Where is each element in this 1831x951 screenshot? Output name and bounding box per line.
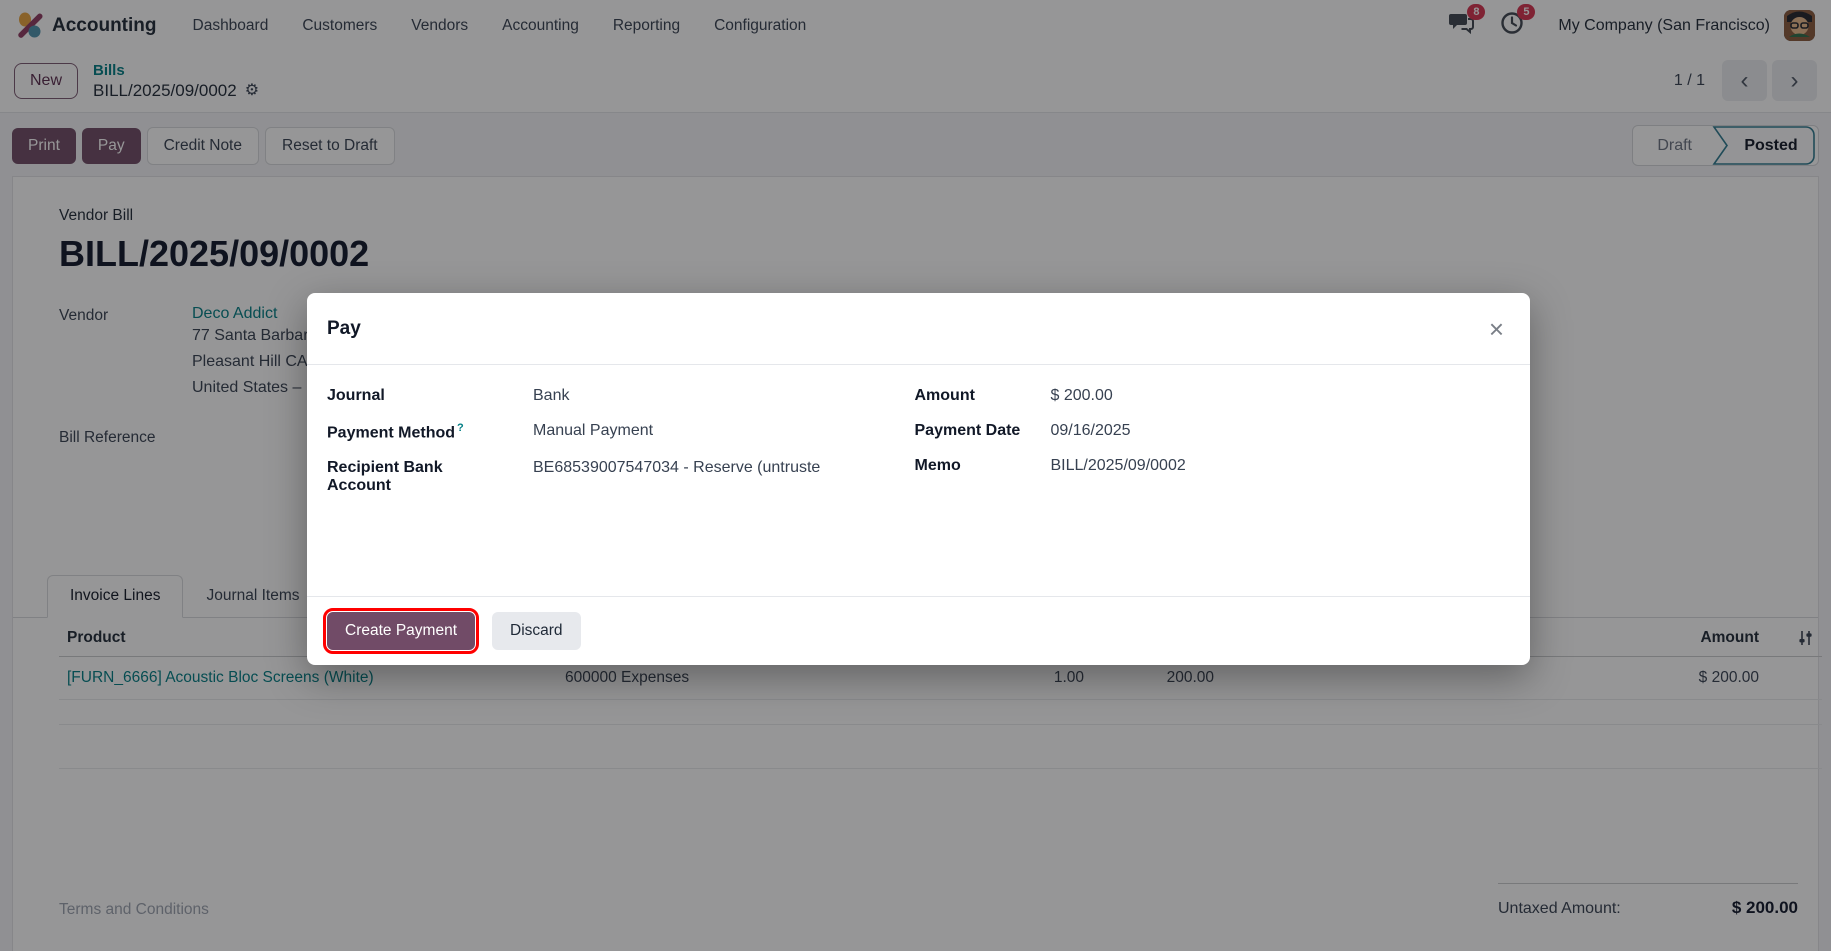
app-name: Accounting — [52, 14, 157, 36]
terms-and-conditions-placeholder[interactable]: Terms and Conditions — [59, 901, 209, 918]
payment-method-input[interactable]: Manual Payment — [533, 422, 654, 439]
breadcrumb: Bills BILL/2025/09/0002 ⚙ — [93, 61, 259, 101]
print-button[interactable]: Print — [12, 127, 76, 164]
journal-field: Journal Bank — [327, 387, 915, 405]
pay-dialog-header: Pay × — [307, 293, 1530, 365]
top-nav: Accounting Dashboard Customers Vendors A… — [0, 0, 1831, 51]
messages-button[interactable]: 8 — [1448, 4, 1486, 40]
pager-next-button[interactable]: › — [1772, 60, 1817, 101]
document-type-label: Vendor Bill — [59, 207, 134, 224]
vendor-address-line2: Pleasant Hill CA — [192, 353, 308, 370]
payment-date-input[interactable]: 09/16/2025 — [1050, 422, 1131, 439]
vendor-field: Vendor Deco Addict 77 Santa Barbar Pleas… — [59, 305, 1818, 401]
tab-journal-items[interactable]: Journal Items — [206, 587, 300, 604]
breadcrumb-current: BILL/2025/09/0002 — [93, 80, 237, 100]
payment-method-label: Payment Method — [327, 424, 456, 442]
empty-line — [59, 699, 1822, 725]
discard-button[interactable]: Discard — [492, 612, 581, 650]
help-icon[interactable]: ? — [457, 422, 464, 434]
messages-badge: 8 — [1467, 4, 1486, 20]
action-row: Print Pay Credit Note Reset to Draft Dra… — [0, 113, 1831, 176]
record-pager: 1 / 1 ‹ › — [1674, 60, 1817, 101]
odoo-accounting-logo — [18, 12, 43, 38]
amount-label: Amount — [914, 387, 975, 404]
close-icon[interactable]: × — [1488, 313, 1504, 344]
bill-reference-field: Bill Reference — [59, 427, 1818, 447]
pay-dialog-title: Pay — [327, 317, 361, 339]
nav-reporting[interactable]: Reporting — [612, 16, 681, 34]
pager-prev-button[interactable]: ‹ — [1722, 60, 1767, 101]
nav-dashboard[interactable]: Dashboard — [192, 16, 269, 34]
status-posted-label: Posted — [1744, 136, 1798, 154]
payment-date-field: Payment Date 09/16/2025 — [915, 422, 1503, 440]
memo-label: Memo — [914, 457, 961, 474]
product-link[interactable]: [FURN_6666] Acoustic Bloc Screens (White… — [67, 669, 374, 686]
new-button[interactable]: New — [14, 62, 79, 99]
memo-field: Memo BILL/2025/09/0002 — [915, 457, 1503, 475]
vendor-address-line1: 77 Santa Barbar — [192, 327, 309, 344]
nav-accounting[interactable]: Accounting — [502, 16, 579, 34]
activities-badge: 5 — [1517, 4, 1536, 20]
column-options-icon[interactable] — [1797, 630, 1814, 646]
payment-method-field: Payment Method? Manual Payment — [327, 422, 915, 442]
pay-button[interactable]: Pay — [81, 127, 141, 164]
status-posted[interactable]: Posted — [1712, 125, 1818, 166]
activities-button[interactable]: 5 — [1500, 4, 1536, 40]
company-switcher[interactable]: My Company (San Francisco) — [1558, 16, 1770, 34]
memo-input[interactable]: BILL/2025/09/0002 — [1050, 457, 1186, 474]
control-panel: New Bills BILL/2025/09/0002 ⚙ 1 / 1 ‹ › — [0, 51, 1831, 113]
cell-amount[interactable]: $ 200.00 — [1662, 656, 1767, 700]
journal-label: Journal — [327, 387, 385, 404]
untaxed-amount-value: $ 200.00 — [1731, 898, 1798, 917]
bill-number-title: BILL/2025/09/0002 — [59, 233, 370, 274]
amount-field: Amount $ 200.00 — [915, 387, 1503, 405]
recipient-bank-account-label: Recipient Bank Account — [327, 459, 443, 495]
untaxed-amount-label: Untaxed Amount: — [1498, 900, 1621, 917]
bill-reference-label: Bill Reference — [59, 429, 156, 446]
journal-input[interactable]: Bank — [533, 387, 570, 404]
credit-note-button[interactable]: Credit Note — [146, 126, 259, 165]
pay-dialog-footer: Create Payment Discard — [307, 596, 1530, 665]
totals-block: Untaxed Amount: $ 200.00 — [1498, 883, 1798, 918]
status-widget: Draft Posted — [1632, 125, 1819, 166]
pager-count: 1 / 1 — [1673, 71, 1705, 89]
nav-configuration[interactable]: Configuration — [714, 16, 807, 34]
gear-icon[interactable]: ⚙ — [244, 81, 260, 99]
breadcrumb-bills-link[interactable]: Bills — [93, 61, 125, 79]
clock-icon — [1501, 12, 1524, 34]
nav-right: 8 5 My Company (San Francisco) — [1448, 4, 1815, 41]
payment-date-label: Payment Date — [914, 422, 1021, 439]
col-amount[interactable]: Amount — [1662, 618, 1767, 657]
create-payment-button[interactable]: Create Payment — [323, 608, 479, 654]
nav-vendors[interactable]: Vendors — [411, 16, 469, 34]
vendor-link[interactable]: Deco Addict — [192, 305, 278, 322]
empty-line — [59, 724, 1822, 769]
vendor-label: Vendor — [59, 307, 109, 324]
user-avatar[interactable] — [1784, 10, 1815, 41]
pay-dialog: Pay × Journal Bank Payment Method? Manua… — [307, 293, 1530, 665]
amount-input[interactable]: $ 200.00 — [1050, 387, 1113, 404]
recipient-bank-account-field: Recipient Bank Account BE68539007547034 … — [327, 459, 915, 495]
recipient-bank-account-input[interactable]: BE68539007547034 - Reserve (untruste — [533, 459, 821, 477]
reset-to-draft-button[interactable]: Reset to Draft — [265, 126, 395, 165]
vendor-address-line3: United States – — [192, 379, 302, 396]
status-draft[interactable]: Draft — [1657, 136, 1692, 154]
tab-invoice-lines[interactable]: Invoice Lines — [47, 575, 184, 618]
pay-dialog-body: Journal Bank Payment Method? Manual Paym… — [307, 365, 1530, 596]
nav-customers[interactable]: Customers — [302, 16, 378, 34]
